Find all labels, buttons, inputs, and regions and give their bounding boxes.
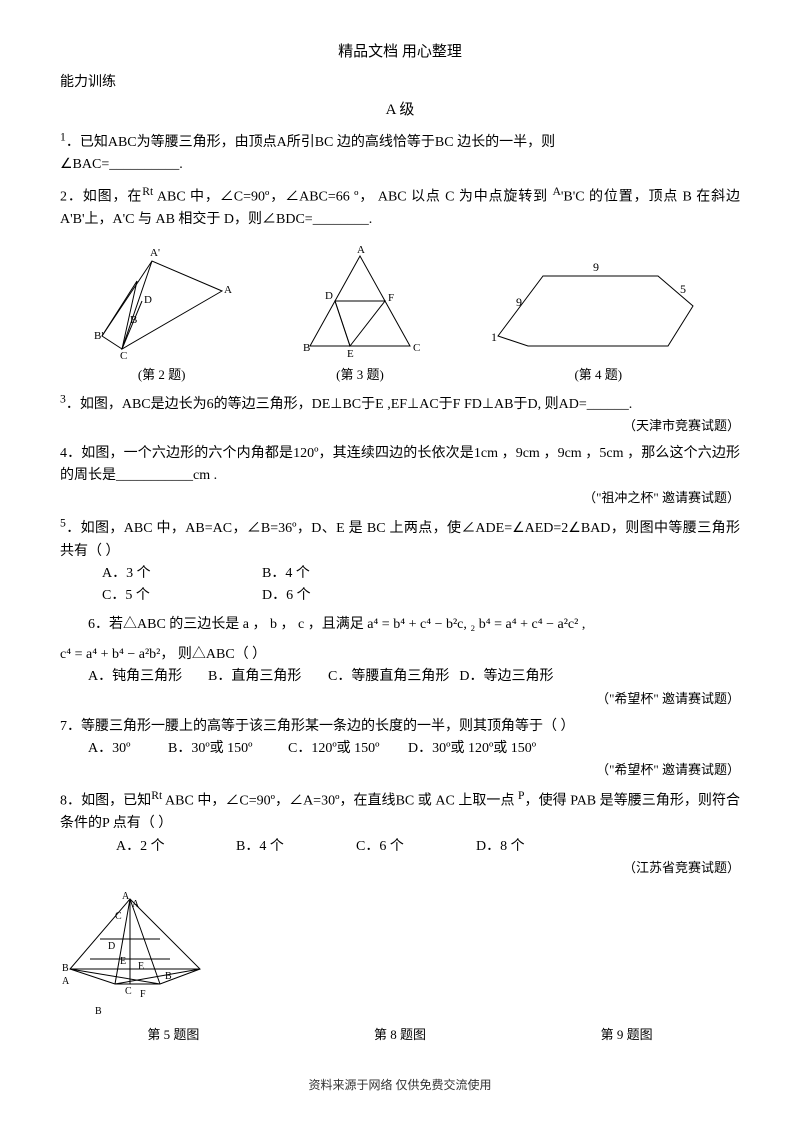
svg-text:1: 1 — [491, 330, 497, 344]
problem-1: 1．已知ABC为等腰三角形，由顶点A所引BC 边的高线恰等于BC 边长的一半，则… — [60, 128, 740, 176]
rt-symbol: Rt — [151, 789, 162, 802]
svg-text:E: E — [120, 956, 126, 967]
svg-text:A': A' — [150, 247, 160, 259]
svg-text:D: D — [108, 941, 115, 952]
option-b: B．直角三角形 — [208, 666, 318, 688]
section-title: 能力训练 — [60, 72, 740, 94]
svg-text:C: C — [120, 350, 127, 361]
option-b: B．30º或 150º — [168, 738, 278, 760]
svg-text:B: B — [165, 971, 172, 982]
svg-text:C: C — [115, 911, 122, 922]
svg-text:A: A — [224, 284, 232, 296]
problem-text: ABC 中，∠C=90º，∠ABC=66 º， ABC 以点 C 为中点旋转到 — [153, 189, 552, 204]
problem-text: ．如图，ABC 中，AB=AC，∠B=36º，D、E 是 BC 上两点，使∠AD… — [60, 521, 740, 558]
figure-caption: (第 3 题) — [336, 365, 384, 386]
problem-text: 2．如图，在 — [60, 189, 142, 204]
figure-5-block: A A C B A D E E C F B B — [60, 889, 740, 1019]
problem-text: ．已知ABC为等腰三角形，由顶点A所引BC 边的高线恰等于BC 边长的一半，则 — [66, 135, 555, 150]
svg-text:D: D — [325, 290, 333, 302]
option-a: A．3 个 — [102, 563, 242, 585]
figure-caption: 第 5 题图 — [147, 1025, 199, 1046]
svg-text:B: B — [62, 963, 69, 974]
page-footer: 资料来源于网络 仅供免费交流使用 — [60, 1076, 740, 1095]
source-note: （"希望杯" 邀请赛试题） — [60, 689, 740, 710]
level-label: A 级 — [60, 98, 740, 122]
svg-text:C: C — [125, 986, 132, 997]
figure-2: A' A D B' C B (第 2 题) — [92, 241, 232, 386]
svg-text:F: F — [140, 989, 146, 1000]
option-c: C．6 个 — [356, 836, 466, 858]
source-note: （天津市竞赛试题） — [60, 416, 740, 437]
svg-text:D: D — [144, 294, 152, 306]
figure-caption: 第 9 题图 — [601, 1025, 653, 1046]
figure-caption: 第 8 题图 — [374, 1025, 426, 1046]
problem-3: 3．如图，ABC是边长为6的等边三角形，DE⊥BC于E ,EF⊥AC于F FD⊥… — [60, 390, 740, 437]
figure-3: A B C D E F (第 3 题) — [295, 241, 425, 386]
svg-text:A: A — [62, 976, 70, 987]
svg-text:C: C — [413, 342, 420, 354]
problem-text: ABC 中，∠C=90º，∠A=30º，在直线BC 或 AC 上取一点 — [162, 794, 518, 809]
figure-4: 9 5 1 9 (第 4 题) — [488, 251, 708, 386]
option-a: A．钝角三角形 — [88, 666, 198, 688]
option-c: C．等腰直角三角形 — [328, 666, 449, 688]
svg-text:A: A — [132, 899, 140, 910]
svg-text:9: 9 — [593, 260, 599, 274]
option-c: C．120º或 150º — [288, 738, 398, 760]
option-d: D．等边三角形 — [459, 666, 569, 688]
problem-7: 7．等腰三角形一腰上的高等于该三角形某一条边的长度的一半，则其顶角等于（ ） A… — [60, 716, 740, 782]
option-b: B．4 个 — [236, 836, 346, 858]
problem-4: 4．如图，一个六边形的六个内角都是120º，其连续四边的长依次是1cm ，9cm… — [60, 443, 740, 509]
option-d: D．30º或 120º或 150º — [408, 738, 558, 760]
svg-text:A: A — [357, 244, 365, 256]
problem-text: 4．如图，一个六边形的六个内角都是120º，其连续四边的长依次是1cm ，9cm… — [60, 446, 740, 483]
problem-6: 6．若△ABC 的三边长是 a ， b ， c ，且满足 a⁴ = b⁴ + c… — [60, 614, 740, 710]
svg-text:B': B' — [94, 330, 103, 342]
svg-text:B: B — [303, 342, 310, 354]
problem-text: 8．如图，已知 — [60, 794, 151, 809]
problem-8: 8．如图，已知Rt ABC 中，∠C=90º，∠A=30º，在直线BC 或 AC… — [60, 787, 740, 879]
problem-text: c⁴ = a⁴ + b⁴ − a²b²， 则△ABC（ ） — [60, 644, 740, 666]
page-header: 精品文档 用心整理 — [60, 40, 740, 64]
svg-text:F: F — [388, 292, 394, 304]
svg-text:9: 9 — [516, 295, 522, 309]
option-a: A．30º — [88, 738, 158, 760]
svg-text:E: E — [347, 348, 354, 360]
figure-3-svg: A B C D E F — [295, 241, 425, 361]
problem-2: 2．如图，在Rt ABC 中，∠C=90º，∠ABC=66 º， ABC 以点 … — [60, 183, 740, 231]
figure-captions-row-2: 第 5 题图 第 8 题图 第 9 题图 — [60, 1025, 740, 1046]
option-d: D．8 个 — [476, 836, 586, 858]
option-b: B．4 个 — [262, 563, 402, 585]
figure-4-svg: 9 5 1 9 — [488, 251, 708, 361]
problem-text: ∠BAC=__________. — [60, 157, 183, 172]
svg-text:5: 5 — [680, 282, 686, 296]
svg-text:E: E — [138, 961, 144, 972]
source-note: （"希望杯" 邀请赛试题） — [60, 760, 740, 781]
figure-5-svg: A A C B A D E E C F B B — [60, 889, 210, 1019]
option-c: C．5 个 — [102, 585, 242, 607]
source-note: （"祖冲之杯" 邀请赛试题） — [60, 488, 740, 509]
a-prime: A — [552, 185, 560, 198]
rt-symbol: Rt — [142, 185, 153, 198]
option-d: D．6 个 — [262, 585, 402, 607]
figure-caption: (第 4 题) — [574, 365, 622, 386]
figures-row-1: A' A D B' C B (第 2 题) A B C D E F (第 3 题… — [60, 241, 740, 386]
svg-text:B: B — [130, 314, 137, 326]
problem-5: 5．如图，ABC 中，AB=AC，∠B=36º，D、E 是 BC 上两点，使∠A… — [60, 514, 740, 607]
svg-text:A: A — [122, 891, 130, 902]
option-a: A．2 个 — [116, 836, 226, 858]
problem-text: ．如图，ABC是边长为6的等边三角形，DE⊥BC于E ,EF⊥AC于F FD⊥A… — [66, 397, 632, 412]
svg-text:B: B — [95, 1006, 102, 1017]
problem-text: 6．若△ABC 的三边长是 a ， b ， c ，且满足 a⁴ = b⁴ + c… — [60, 614, 740, 636]
problem-text: 7．等腰三角形一腰上的高等于该三角形某一条边的长度的一半，则其顶角等于（ ） — [60, 719, 575, 734]
source-note: （江苏省竞赛试题） — [60, 858, 740, 879]
figure-caption: (第 2 题) — [138, 365, 186, 386]
figure-2-svg: A' A D B' C B — [92, 241, 232, 361]
